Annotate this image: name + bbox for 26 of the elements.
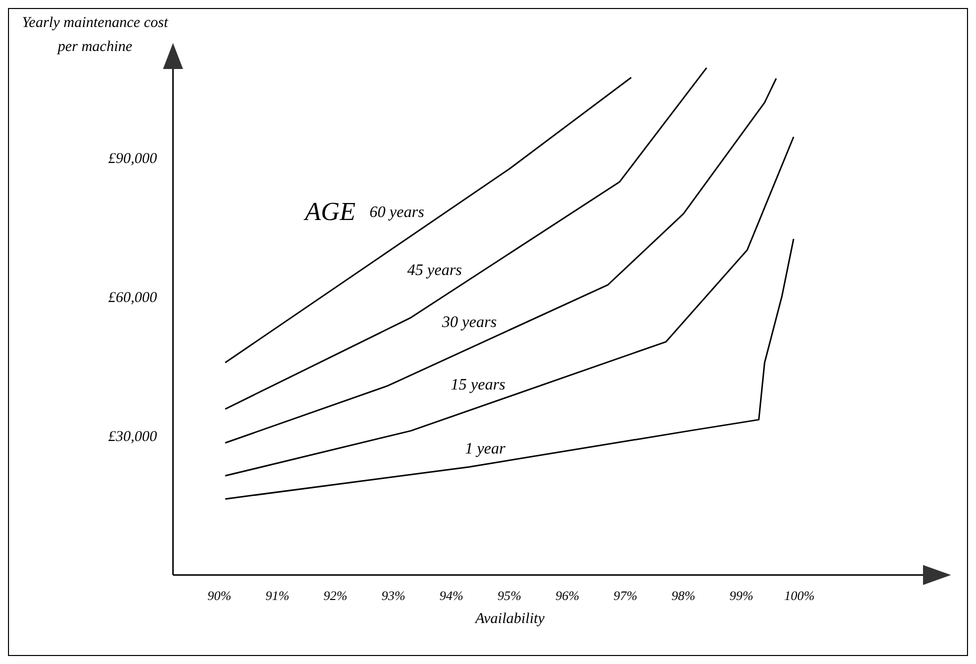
- x-tick-label: 97%: [613, 588, 638, 604]
- x-tick-label: 96%: [555, 588, 580, 604]
- series-label: 30 years: [441, 314, 497, 331]
- line-series: [224, 78, 777, 444]
- series-label: 1 year: [464, 440, 506, 458]
- series-label: 45 years: [407, 262, 462, 279]
- series-label: 15 years: [450, 376, 506, 394]
- x-tick-label: 94%: [439, 588, 464, 604]
- legend-title: AGE: [305, 197, 356, 227]
- x-tick-label: 92%: [323, 588, 348, 604]
- x-tick-label: 100%: [784, 588, 815, 604]
- x-tick-label: 90%: [207, 588, 232, 604]
- x-tick-label: 91%: [265, 588, 290, 604]
- x-tick-label: 99%: [729, 588, 754, 604]
- line-series: [224, 67, 708, 410]
- line-series: [224, 238, 794, 500]
- y-tick-label: £60,000: [108, 290, 158, 306]
- x-tick-label: 93%: [381, 588, 406, 604]
- series-label: 60 years: [370, 204, 424, 222]
- y-tick-label: £90,000: [108, 151, 158, 168]
- y-axis-title: Yearly maintenance cost per machine: [20, 14, 170, 57]
- x-tick-label: 98%: [671, 588, 696, 604]
- line-series: [224, 136, 794, 477]
- x-tick-label: 95%: [497, 588, 522, 604]
- x-axis-title: Availability: [474, 611, 546, 628]
- y-tick-label: £30,000: [108, 429, 158, 446]
